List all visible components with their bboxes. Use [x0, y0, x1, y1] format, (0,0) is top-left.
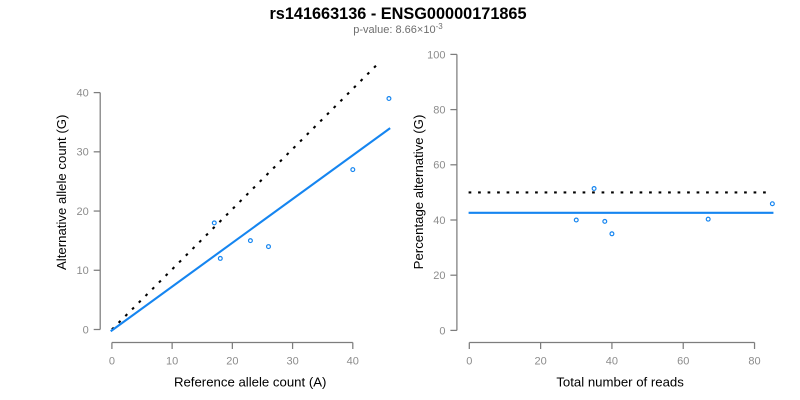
data-point	[211, 220, 217, 226]
plot-subtitle: p-value: 8.66×10-3	[0, 21, 796, 37]
percentage-alternative-panel: 0 20 40 60 80 100 0 20 40 60 80 Total number of rea…	[411, 49, 775, 389]
plot-title: rs141663136 - ENSG00000171865	[269, 4, 527, 23]
x-tick-label: 60	[677, 356, 689, 368]
y-axis-title: Alternative allele count (G)	[54, 115, 69, 270]
fit-line	[110, 127, 391, 333]
y-tick-label: 100	[427, 49, 445, 61]
y-tick-label: 0	[439, 325, 445, 337]
pvalue-times-sign: ×	[416, 24, 424, 36]
data-point	[386, 96, 392, 102]
y-tick-label: 30	[77, 147, 89, 159]
data-point	[591, 186, 597, 192]
data-point	[217, 255, 223, 261]
data-point	[350, 167, 356, 173]
data-point	[573, 217, 579, 223]
pvalue-exponent: -3	[435, 21, 443, 31]
x-tick-label: 30	[286, 356, 298, 368]
y-tick-label: 10	[77, 265, 89, 277]
x-tick-label: 20	[534, 356, 546, 368]
y-axis-title: Percentage alternative (G)	[411, 115, 426, 270]
y-tick-label: 80	[433, 105, 445, 117]
data-point	[265, 244, 271, 250]
data-point	[769, 201, 775, 207]
x-tick-label: 40	[347, 356, 359, 368]
pvalue-base: 10	[423, 24, 436, 36]
x-tick-label: 80	[748, 356, 760, 368]
pvalue-mantissa: 8.66	[395, 24, 417, 36]
data-point	[247, 238, 253, 244]
x-tick-label: 10	[166, 356, 178, 368]
pvalue-label: p-value:	[353, 24, 393, 36]
x-tick-label: 40	[606, 356, 618, 368]
allele-counts-panel: 0 10 20 30 40 0 10 20 30 40 Reference allele count…	[54, 62, 392, 389]
x-axis-title: Reference allele count (A)	[174, 374, 326, 389]
y-tick-label: 0	[83, 324, 89, 336]
data-point	[705, 216, 711, 222]
identity-line	[111, 62, 380, 331]
data-point	[602, 218, 608, 224]
y-tick-label: 40	[433, 215, 445, 227]
x-tick-label: 0	[109, 356, 115, 368]
x-tick-label: 0	[466, 356, 472, 368]
x-axis-title: Total number of reads	[556, 374, 684, 389]
x-tick-label: 20	[226, 356, 238, 368]
data-point	[609, 231, 615, 237]
y-tick-label: 40	[77, 88, 89, 100]
y-tick-label: 20	[433, 270, 445, 282]
y-tick-label: 20	[77, 206, 89, 218]
y-tick-label: 60	[433, 160, 445, 172]
